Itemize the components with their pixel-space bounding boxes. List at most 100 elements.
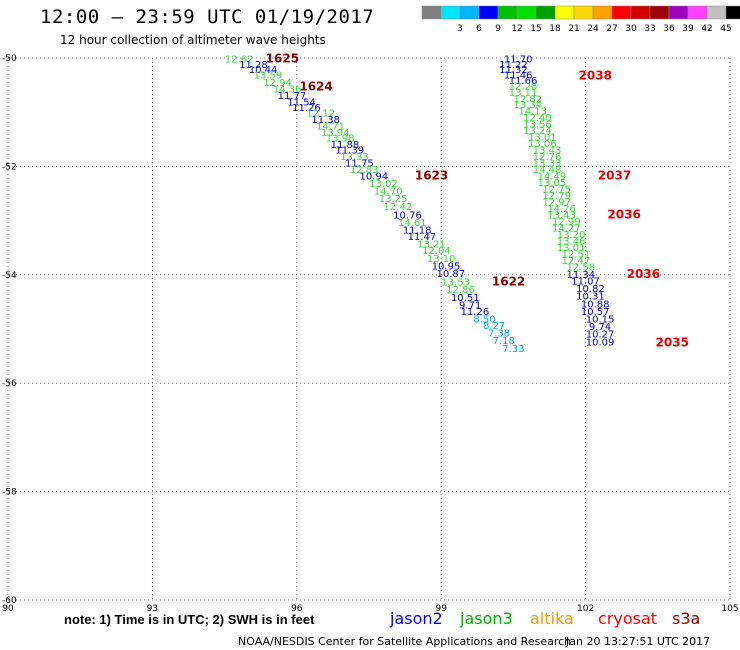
- data-point: 10.95: [432, 261, 461, 272]
- data-point: 13.05: [538, 178, 567, 189]
- pass-label: 1622: [492, 275, 525, 289]
- pass-label: 2035: [656, 335, 689, 349]
- data-point: 10.44: [249, 65, 278, 76]
- legend-bin-label: 18: [549, 24, 561, 34]
- legend-bin-label: 21: [568, 24, 579, 34]
- data-point: 13.02: [369, 179, 398, 190]
- data-point: 13.33: [533, 158, 562, 169]
- legend-jason3: jason3: [460, 609, 513, 628]
- legend-bin-label: 45: [720, 24, 731, 34]
- pass-label: 2038: [579, 69, 612, 83]
- data-point: 13.43: [533, 145, 562, 156]
- legend-swatch: [459, 5, 480, 20]
- y-tick-label: -52: [2, 162, 17, 172]
- footer-note: note: 1) Time is in UTC; 2) SWH is in fe…: [64, 612, 315, 627]
- legend-bin-label: 12: [511, 24, 522, 34]
- data-point: 11.18: [403, 226, 432, 237]
- data-point: 10.76: [393, 210, 422, 221]
- data-point: 14.36: [273, 85, 302, 96]
- legend-swatch: [478, 5, 499, 20]
- timestamp-text: Jan 20 13:27:51 UTC 2017: [566, 635, 711, 648]
- data-point: 11.26: [292, 103, 321, 114]
- data-point: 13.11: [509, 88, 538, 99]
- y-tick-label: -50: [2, 54, 17, 64]
- data-point: 12.58: [566, 262, 595, 273]
- data-point: 14.48: [533, 165, 562, 176]
- legend-altika: altika: [530, 609, 574, 628]
- legend-bin-label: 15: [530, 24, 541, 34]
- x-tick-label: 96: [291, 604, 303, 614]
- legend-bin-label: 33: [644, 24, 655, 34]
- data-point: 14.27: [552, 223, 581, 234]
- data-point: 12.82: [514, 94, 543, 105]
- chart-subtitle: 12 hour collection of altimeter wave hei…: [60, 33, 326, 47]
- data-point: 13.06: [528, 139, 557, 150]
- data-point: 7.18: [493, 336, 515, 347]
- data-point: 14.13: [518, 106, 547, 117]
- data-point: 10.94: [359, 171, 388, 182]
- data-point: 12.76: [533, 152, 562, 163]
- legend-cryosat: cryosat: [598, 609, 658, 628]
- data-point: 11.77: [278, 91, 307, 102]
- legend-swatch: [611, 5, 632, 20]
- data-point: 8.27: [483, 321, 505, 332]
- legend-jason2: jason2: [390, 609, 443, 628]
- data-point: 14.49: [538, 171, 567, 182]
- data-point: 11.26: [461, 307, 490, 318]
- legend-swatch: [725, 5, 740, 20]
- data-point: 11.70: [504, 54, 533, 65]
- legend-bin-label: 42: [701, 24, 712, 34]
- data-point: 11.28: [239, 60, 268, 71]
- pass-label: 1624: [299, 80, 332, 94]
- data-point: 13.24: [523, 126, 552, 137]
- data-point: 12.28: [509, 81, 538, 92]
- data-point: 10.88: [581, 299, 610, 310]
- data-point: 12.79: [542, 191, 571, 202]
- legend-bin-label: 27: [606, 24, 617, 34]
- data-point: 12.94: [263, 78, 292, 89]
- data-point: 12.83: [350, 165, 379, 176]
- legend-swatch: [421, 5, 442, 20]
- legend-bin-label: 3: [457, 24, 463, 34]
- data-point: 12.42: [384, 202, 413, 213]
- y-tick-label: -54: [2, 271, 17, 281]
- data-point: 10.57: [581, 307, 610, 318]
- legend-swatch: [554, 5, 575, 20]
- x-tick-label: 105: [721, 604, 738, 614]
- data-point: 10.15: [586, 314, 615, 325]
- data-point: 13.01: [528, 132, 557, 143]
- legend-swatch: [535, 5, 556, 20]
- legend-bin-label: 6: [476, 24, 482, 34]
- legend-bin-label: 36: [663, 24, 675, 34]
- legend-swatch: [649, 5, 670, 20]
- data-point: 13.59: [254, 71, 283, 82]
- pass-label: 1625: [266, 51, 299, 65]
- data-point: 10.09: [586, 337, 615, 348]
- data-point: 11.39: [335, 145, 364, 156]
- data-point: 11.66: [509, 76, 538, 87]
- legend-s3a: s3a: [672, 609, 701, 628]
- data-point: 12.62: [225, 54, 254, 65]
- data-point: 13.34: [514, 100, 543, 111]
- data-point: 12.12: [307, 109, 336, 120]
- legend-bin-label: 9: [495, 24, 501, 34]
- data-point: 13.94: [321, 128, 350, 139]
- legend-bin-label: 39: [682, 24, 694, 34]
- legend-bin-label: 30: [625, 24, 637, 34]
- data-point: 13.98: [326, 133, 355, 144]
- data-point: 11.38: [311, 115, 340, 126]
- legend-swatch: [440, 5, 461, 20]
- data-point: 11.34: [566, 270, 595, 281]
- data-point: 14.70: [374, 187, 403, 198]
- x-tick-label: 99: [435, 604, 447, 614]
- legend-swatch: [497, 5, 518, 20]
- data-point: 11.75: [345, 158, 374, 169]
- data-point: 13.10: [427, 254, 456, 265]
- data-point: 14.26: [547, 204, 576, 215]
- data-point: 9.71: [459, 300, 481, 311]
- data-point: 13.46: [557, 236, 586, 247]
- legend-swatch: [592, 5, 613, 20]
- pass-label: 1623: [415, 168, 448, 182]
- data-point: 13.53: [441, 278, 470, 289]
